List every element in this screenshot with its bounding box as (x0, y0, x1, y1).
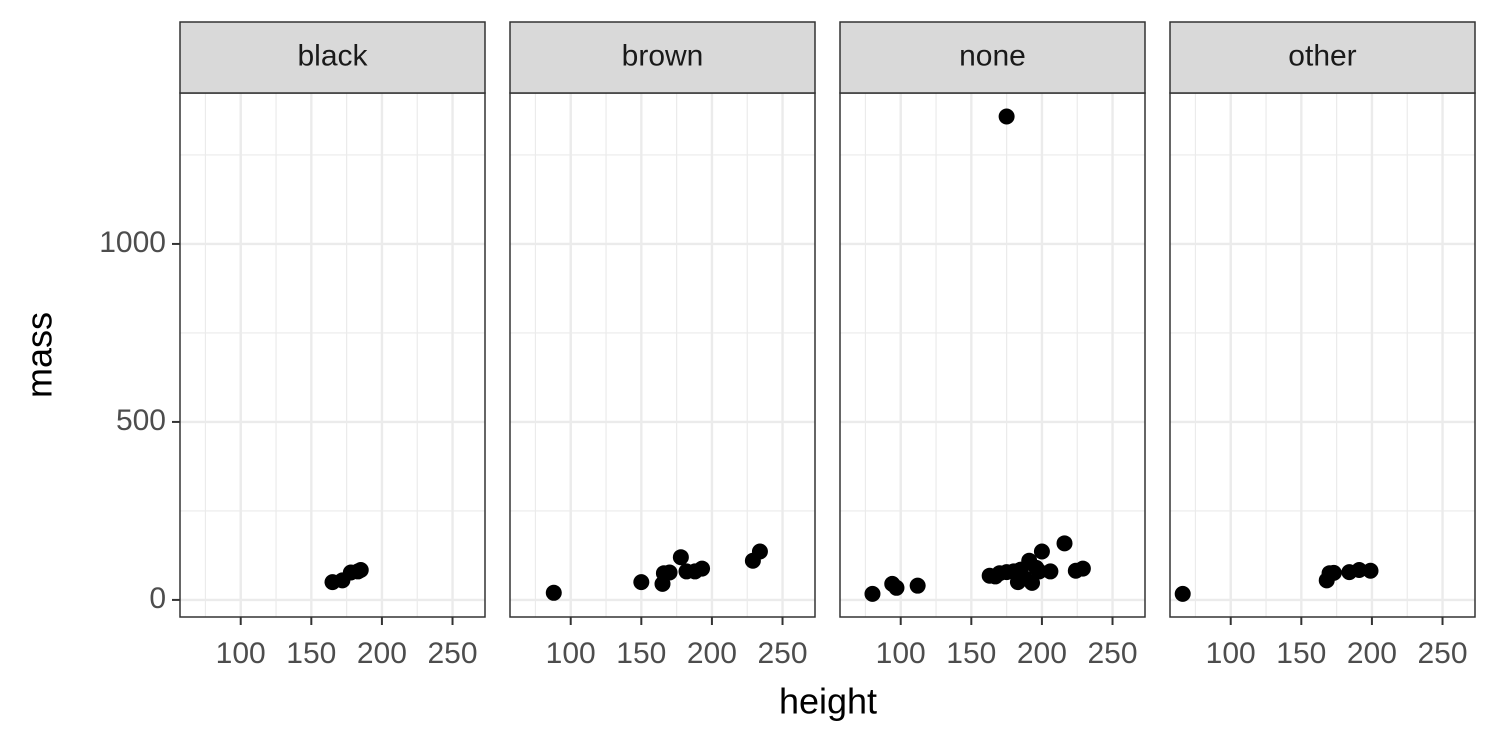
x-tick-label: 250 (757, 637, 807, 670)
point (1325, 564, 1342, 581)
point (545, 584, 562, 601)
facet-strip (839, 21, 1146, 94)
x-tick-label: 250 (1087, 637, 1137, 670)
point (1056, 535, 1073, 552)
facet-title: brown (622, 39, 704, 72)
y-tick-label: 500 (116, 404, 166, 437)
x-tick-label: 200 (1347, 637, 1397, 670)
point (694, 560, 711, 577)
facet-strip (179, 21, 486, 94)
x-tick-label: 200 (357, 637, 407, 670)
point (1031, 563, 1048, 580)
point (998, 108, 1015, 125)
x-tick-label: 100 (876, 637, 926, 670)
y-tick-label: 1000 (99, 226, 166, 259)
point (661, 564, 678, 581)
point (864, 585, 881, 602)
point (751, 543, 768, 560)
x-tick-label: 100 (546, 637, 596, 670)
point (1362, 562, 1379, 579)
point (1351, 562, 1368, 579)
y-axis-label: mass (19, 312, 60, 398)
facet-title: none (959, 39, 1026, 72)
x-axis-label: height (779, 681, 877, 722)
x-tick-label: 150 (286, 637, 336, 670)
x-tick-label: 250 (427, 637, 477, 670)
point (352, 562, 369, 579)
panel-background (840, 93, 1145, 617)
facet-title: other (1288, 39, 1356, 72)
x-tick-label: 150 (946, 637, 996, 670)
point (633, 574, 650, 591)
point (888, 579, 905, 596)
point (909, 577, 926, 594)
point (1042, 563, 1059, 580)
facet-strip (1169, 21, 1476, 94)
panel-background (1170, 93, 1475, 617)
point (1174, 585, 1191, 602)
facet-strip (509, 21, 816, 94)
facet-title: black (297, 39, 368, 72)
y-tick-label: 0 (149, 582, 166, 615)
x-tick-label: 100 (1206, 637, 1256, 670)
point (672, 549, 689, 566)
x-tick-label: 250 (1417, 637, 1467, 670)
panel-background (180, 93, 485, 617)
x-tick-label: 200 (687, 637, 737, 670)
x-tick-label: 150 (616, 637, 666, 670)
x-tick-label: 100 (216, 637, 266, 670)
point (1074, 560, 1091, 577)
x-tick-label: 150 (1276, 637, 1326, 670)
panel-background (510, 93, 815, 617)
point (1033, 543, 1050, 560)
x-tick-label: 200 (1017, 637, 1067, 670)
